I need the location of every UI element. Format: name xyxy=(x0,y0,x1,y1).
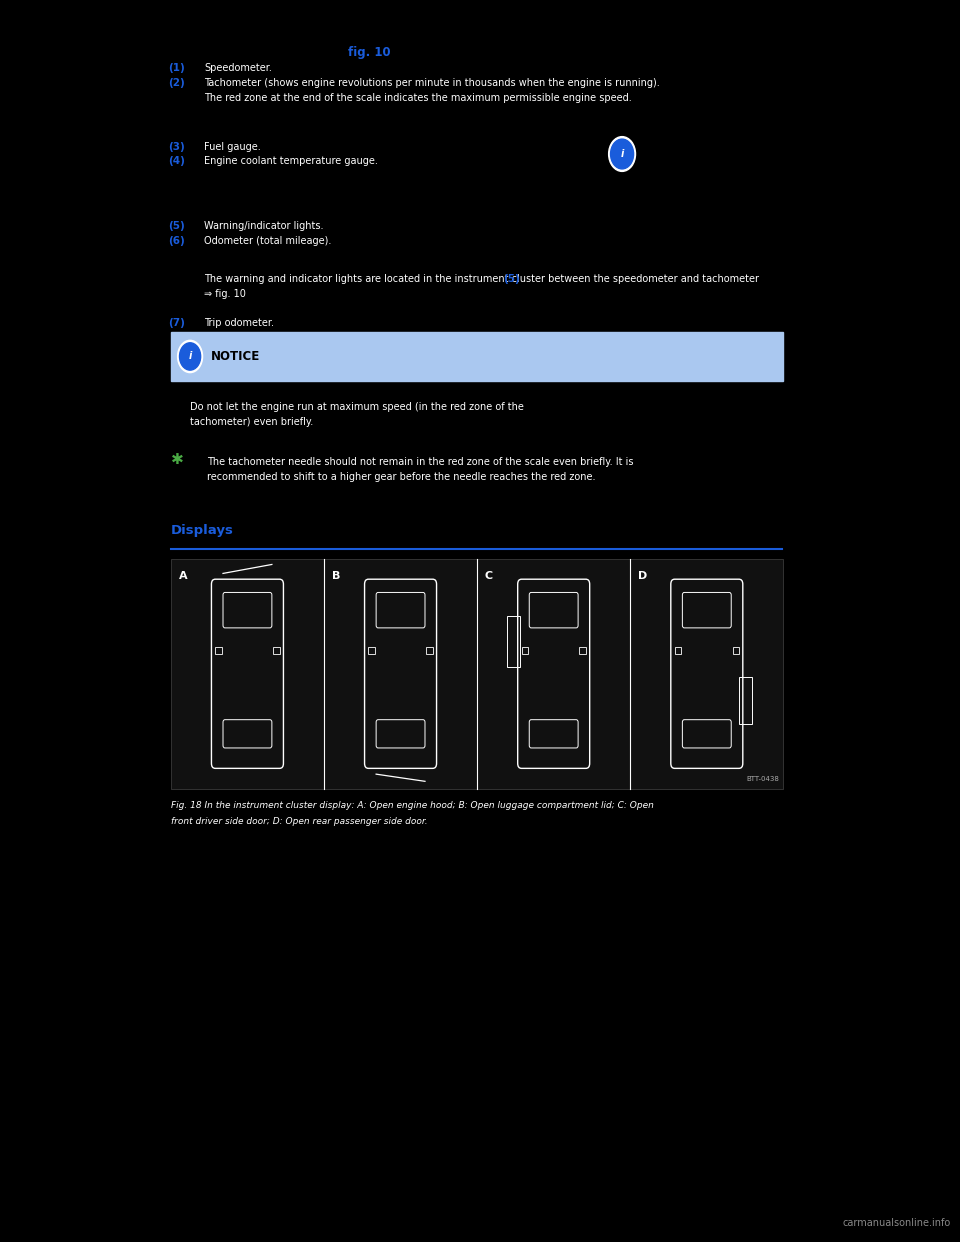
Text: Displays: Displays xyxy=(171,524,233,537)
Text: (7): (7) xyxy=(168,318,185,328)
Text: (5): (5) xyxy=(168,221,184,231)
Text: D: D xyxy=(638,571,647,581)
Text: Fuel gauge.: Fuel gauge. xyxy=(204,142,261,152)
Text: front driver side door; D: Open rear passenger side door.: front driver side door; D: Open rear pas… xyxy=(171,817,427,826)
Text: (6): (6) xyxy=(168,236,184,246)
Text: Do not let the engine run at maximum speed (in the red zone of the: Do not let the engine run at maximum spe… xyxy=(190,402,524,412)
Text: (2): (2) xyxy=(168,78,184,88)
Text: NOTICE: NOTICE xyxy=(211,350,260,363)
Text: The warning and indicator lights are located in the instrument cluster between t: The warning and indicator lights are loc… xyxy=(204,274,759,284)
Text: i: i xyxy=(620,149,624,159)
Text: Speedometer.: Speedometer. xyxy=(204,63,273,73)
Text: BTT-0438: BTT-0438 xyxy=(747,776,780,782)
Text: Warning/indicator lights.: Warning/indicator lights. xyxy=(204,221,324,231)
FancyBboxPatch shape xyxy=(171,332,783,381)
Text: (5): (5) xyxy=(503,274,519,284)
Circle shape xyxy=(180,343,201,370)
Text: fig. 10: fig. 10 xyxy=(348,46,391,58)
Text: B: B xyxy=(332,571,340,581)
Text: (1): (1) xyxy=(168,63,184,73)
Text: The tachometer needle should not remain in the red zone of the scale even briefl: The tachometer needle should not remain … xyxy=(207,457,634,467)
Circle shape xyxy=(178,340,203,373)
Circle shape xyxy=(609,137,636,171)
Text: The red zone at the end of the scale indicates the maximum permissible engine sp: The red zone at the end of the scale ind… xyxy=(204,93,633,103)
FancyBboxPatch shape xyxy=(171,559,783,789)
Text: tachometer) even briefly.: tachometer) even briefly. xyxy=(190,417,313,427)
Text: A: A xyxy=(179,571,187,581)
Text: carmanualsonline.info: carmanualsonline.info xyxy=(842,1218,950,1228)
Circle shape xyxy=(611,139,634,169)
Text: C: C xyxy=(485,571,492,581)
Text: recommended to shift to a higher gear before the needle reaches the red zone.: recommended to shift to a higher gear be… xyxy=(207,472,596,482)
Text: (3): (3) xyxy=(168,142,184,152)
Text: i: i xyxy=(188,351,192,361)
Text: Trip odometer.: Trip odometer. xyxy=(204,318,275,328)
Text: Engine coolant temperature gauge.: Engine coolant temperature gauge. xyxy=(204,156,378,166)
Text: ⇒ fig. 10: ⇒ fig. 10 xyxy=(204,289,247,299)
Text: Fig. 18 In the instrument cluster display: A: Open engine hood; B: Open luggage : Fig. 18 In the instrument cluster displa… xyxy=(171,801,654,810)
Text: (4): (4) xyxy=(168,156,185,166)
Text: ✱: ✱ xyxy=(171,452,183,467)
Text: Odometer (total mileage).: Odometer (total mileage). xyxy=(204,236,332,246)
Text: Tachometer (shows engine revolutions per minute in thousands when the engine is : Tachometer (shows engine revolutions per… xyxy=(204,78,660,88)
